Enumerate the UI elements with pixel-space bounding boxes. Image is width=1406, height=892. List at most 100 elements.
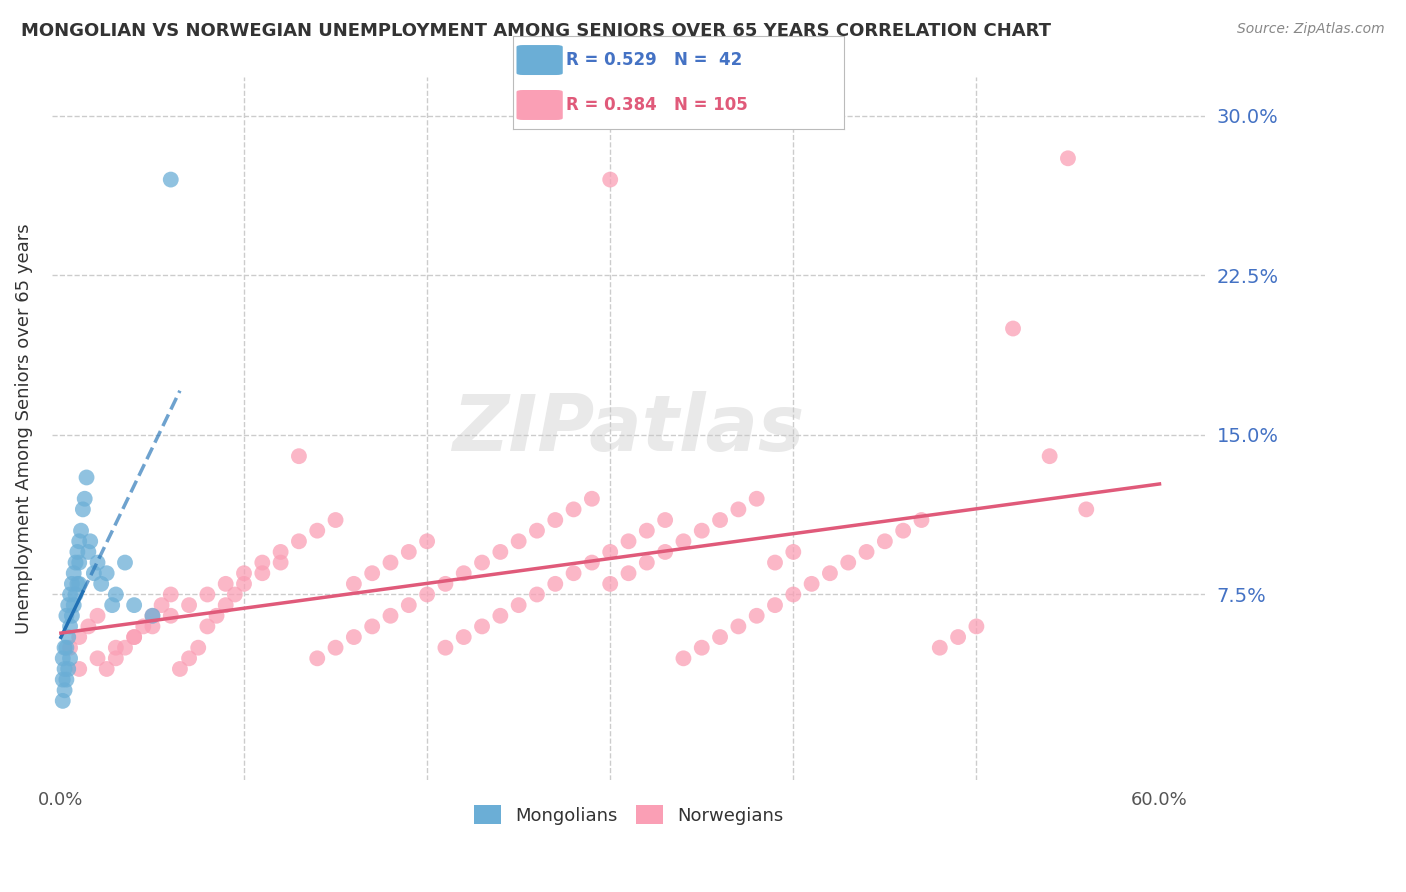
Point	[177, 598, 200, 612]
Point	[818, 566, 841, 581]
Point	[67, 662, 90, 676]
Point	[672, 651, 695, 665]
Point	[77, 619, 100, 633]
Point	[52, 673, 75, 687]
Point	[76, 470, 98, 484]
Point	[745, 491, 768, 506]
Point	[215, 598, 238, 612]
Point	[489, 608, 512, 623]
Point	[508, 534, 530, 549]
Point	[53, 662, 76, 676]
Point	[65, 587, 87, 601]
Point	[53, 640, 76, 655]
Point	[104, 651, 127, 665]
Point	[83, 566, 105, 581]
Point	[416, 534, 439, 549]
Point	[224, 587, 246, 601]
Point	[636, 556, 658, 570]
Point	[325, 513, 347, 527]
Point	[159, 587, 181, 601]
Point	[471, 556, 494, 570]
Point	[380, 608, 402, 623]
Point	[252, 556, 274, 570]
Point	[252, 566, 274, 581]
Point	[763, 598, 786, 612]
Point	[72, 502, 94, 516]
Point	[599, 577, 621, 591]
Point	[62, 566, 84, 581]
Text: ZIPatlas: ZIPatlas	[453, 391, 804, 467]
Point	[59, 640, 82, 655]
Point	[745, 608, 768, 623]
Point	[187, 640, 209, 655]
Y-axis label: Unemployment Among Seniors over 65 years: Unemployment Among Seniors over 65 years	[15, 223, 32, 634]
Point	[562, 566, 585, 581]
Point	[453, 630, 475, 644]
Point	[709, 513, 731, 527]
Point	[215, 577, 238, 591]
FancyBboxPatch shape	[516, 90, 562, 120]
Point	[434, 577, 457, 591]
Point	[489, 545, 512, 559]
Point	[205, 608, 228, 623]
Point	[67, 556, 90, 570]
Point	[96, 662, 118, 676]
Point	[59, 587, 82, 601]
Point	[66, 577, 89, 591]
Point	[617, 566, 640, 581]
Point	[169, 662, 191, 676]
Point	[690, 640, 713, 655]
Text: R = 0.529   N =  42: R = 0.529 N = 42	[567, 51, 742, 69]
Point	[159, 608, 181, 623]
Point	[837, 556, 859, 570]
Point	[86, 608, 108, 623]
Point	[122, 630, 145, 644]
Point	[86, 651, 108, 665]
Point	[307, 651, 329, 665]
Point	[288, 534, 311, 549]
Point	[141, 608, 163, 623]
Point	[1002, 321, 1025, 335]
Point	[65, 556, 87, 570]
Point	[132, 619, 155, 633]
Point	[946, 630, 969, 644]
Text: MONGOLIAN VS NORWEGIAN UNEMPLOYMENT AMONG SENIORS OVER 65 YEARS CORRELATION CHAR: MONGOLIAN VS NORWEGIAN UNEMPLOYMENT AMON…	[21, 22, 1052, 40]
Point	[562, 502, 585, 516]
Point	[453, 566, 475, 581]
FancyBboxPatch shape	[516, 45, 562, 75]
Point	[58, 662, 80, 676]
Point	[1076, 502, 1098, 516]
Point	[581, 556, 603, 570]
Point	[891, 524, 914, 538]
Point	[800, 577, 823, 591]
Point	[114, 556, 136, 570]
Point	[526, 524, 548, 538]
Point	[86, 556, 108, 570]
Point	[122, 598, 145, 612]
Point	[873, 534, 896, 549]
Point	[544, 513, 567, 527]
Point	[55, 673, 77, 687]
Point	[104, 587, 127, 601]
Point	[782, 587, 804, 601]
Point	[343, 577, 366, 591]
Point	[62, 598, 84, 612]
Point	[690, 524, 713, 538]
Point	[434, 640, 457, 655]
Point	[177, 651, 200, 665]
Point	[416, 587, 439, 601]
Point	[233, 566, 256, 581]
Point	[965, 619, 987, 633]
Point	[101, 598, 124, 612]
Point	[67, 534, 90, 549]
Point	[617, 534, 640, 549]
Point	[66, 545, 89, 559]
Point	[52, 694, 75, 708]
Point	[599, 172, 621, 186]
Point	[654, 513, 676, 527]
Point	[104, 640, 127, 655]
Point	[307, 524, 329, 538]
Point	[58, 630, 80, 644]
Point	[55, 608, 77, 623]
Point	[343, 630, 366, 644]
